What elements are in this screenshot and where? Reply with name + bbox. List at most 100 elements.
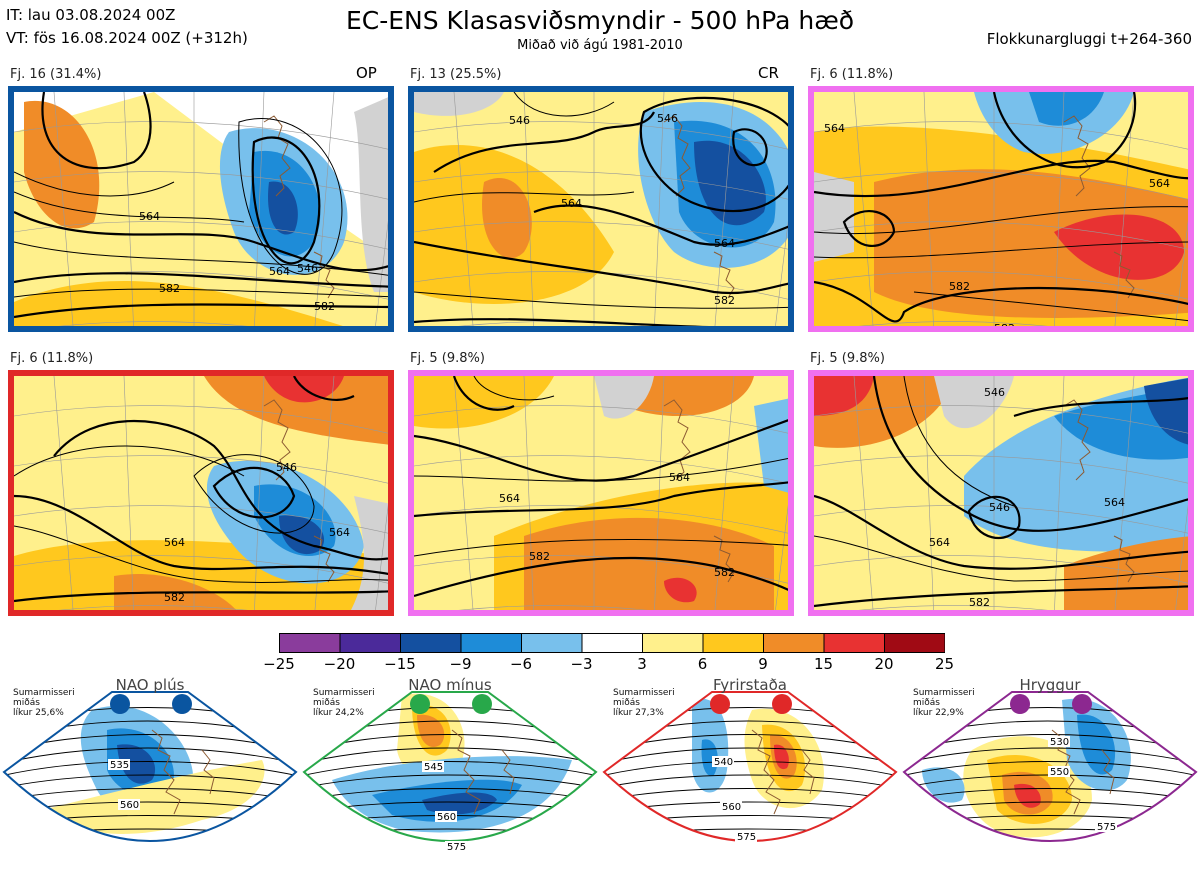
valid-time: VT: fös 16.08.2024 00Z (+312h) xyxy=(6,29,248,47)
colorbar-tick: 9 xyxy=(758,655,768,673)
regime-note-line: miðás xyxy=(313,698,340,708)
cluster-map-5: 564 564 582 582 xyxy=(408,370,794,616)
colorbar-swatch xyxy=(763,633,825,653)
cluster-map-3: 564 564 582 582 xyxy=(808,86,1194,332)
regime-title: NAO mínus xyxy=(408,676,492,694)
colorbar-swatch xyxy=(400,633,462,653)
initial-time: IT: lau 03.08.2024 00Z xyxy=(6,6,176,24)
cluster-5-label: Fj. 5 (9.8%) xyxy=(410,351,485,366)
cluster-map-6: 546 546 564 564 582 xyxy=(808,370,1194,616)
contour-label: 582 xyxy=(159,282,180,295)
regime-title: NAO plús xyxy=(115,676,185,694)
colorbar xyxy=(279,633,945,653)
regime-title: Fyrirstaða xyxy=(713,676,787,694)
regime-contour-label: 550 xyxy=(1050,767,1069,778)
regime-contour-label: 540 xyxy=(714,757,733,768)
colorbar-tick: 6 xyxy=(697,655,708,673)
contour-label: 564 xyxy=(329,526,350,539)
contour-label: 564 xyxy=(1149,177,1170,190)
contour-label: 564 xyxy=(561,197,582,210)
cluster-2-tag: CR xyxy=(758,64,779,82)
regime-note-line: Sumarmisseri xyxy=(913,688,975,698)
colorbar-swatch xyxy=(702,633,764,653)
colorbar-swatch xyxy=(521,633,583,653)
cluster-window: Flokkunargluggi t+264-360 xyxy=(986,30,1192,48)
regime-note-line: miðás xyxy=(613,698,640,708)
cluster-map-4: 546 564 564 582 xyxy=(8,370,394,616)
contour-label: 564 xyxy=(164,536,185,549)
contour-label: 564 xyxy=(139,210,160,223)
regime-note-line: líkur 25,6% xyxy=(13,708,64,718)
page-title: EC-ENS Klasasviðsmyndir - 500 hPa hæð xyxy=(345,6,855,35)
regime-marker-dot xyxy=(772,694,792,714)
regime-contour-label: 575 xyxy=(447,842,466,853)
regime-marker-dot xyxy=(172,694,192,714)
regime-contour-label: 560 xyxy=(722,802,741,813)
contour-label: 546 xyxy=(276,461,297,474)
colorbar-tick: −3 xyxy=(570,655,593,673)
colorbar-swatch xyxy=(884,633,945,653)
regime-map-2: 545 560 575 xyxy=(302,690,598,870)
colorbar-tick: −15 xyxy=(384,655,416,673)
regime-contour-label: 560 xyxy=(120,800,139,811)
colorbar-tick: −25 xyxy=(263,655,295,673)
contour-label: 564 xyxy=(714,237,735,250)
regime-note-line: líkur 24,2% xyxy=(313,708,364,718)
regime-contour-label: 530 xyxy=(1050,737,1069,748)
colorbar-tick: 20 xyxy=(874,655,894,673)
colorbar-swatch xyxy=(581,633,643,653)
contour-label: 582 xyxy=(529,550,550,563)
regime-note-line: Sumarmisseri xyxy=(13,688,75,698)
regime-title: Hryggur xyxy=(1019,676,1081,694)
cluster-6-label: Fj. 5 (9.8%) xyxy=(810,351,885,366)
colorbar-tick: −20 xyxy=(323,655,356,673)
contour-label: 546 xyxy=(984,386,1005,399)
regime-note-line: miðás xyxy=(913,698,940,708)
contour-label: 546 xyxy=(297,262,318,275)
contour-label: 582 xyxy=(314,300,335,313)
regime-map-4: 530 550 575 xyxy=(902,690,1198,870)
regime-marker-dot xyxy=(1010,694,1030,714)
regime-marker-dot xyxy=(1072,694,1092,714)
regime-contour-label: 575 xyxy=(737,832,756,843)
contour-label: 564 xyxy=(1104,496,1125,509)
colorbar-tick: −9 xyxy=(449,655,472,673)
colorbar-swatch xyxy=(339,633,401,653)
regime-note: Sumarmisseri miðás líkur 24,2% xyxy=(313,688,375,718)
contour-label: 582 xyxy=(714,294,735,307)
colorbar-tick: 3 xyxy=(637,655,647,673)
cluster-4-label: Fj. 6 (11.8%) xyxy=(10,351,94,366)
contour-label: 582 xyxy=(994,322,1015,332)
regime-map-1: 535 560 xyxy=(2,690,298,870)
regime-marker-dot xyxy=(472,694,492,714)
contour-label: 582 xyxy=(714,566,735,579)
page-subtitle: Miðað við ágú 1981-2010 xyxy=(517,38,683,53)
contour-label: 564 xyxy=(824,122,845,135)
regime-contour-label: 560 xyxy=(437,812,456,823)
colorbar-tick: 25 xyxy=(934,655,955,673)
contour-label: 546 xyxy=(509,114,530,127)
regime-contour-label: 575 xyxy=(1097,822,1116,833)
regime-note: Sumarmisseri miðás líkur 27,3% xyxy=(613,688,675,718)
regime-marker-dot xyxy=(110,694,130,714)
cluster-map-2: 546 546 564 564 582 582 xyxy=(408,86,794,332)
colorbar-swatch xyxy=(823,633,885,653)
colorbar-swatch xyxy=(460,633,522,653)
regime-note-line: líkur 27,3% xyxy=(613,708,664,718)
regime-marker-dot xyxy=(710,694,730,714)
colorbar-swatch xyxy=(279,633,341,653)
regime-note: Sumarmisseri miðás líkur 25,6% xyxy=(13,688,75,718)
cluster-1-label: Fj. 16 (31.4%) xyxy=(10,67,102,82)
contour-label: 582 xyxy=(164,591,185,604)
cluster-map-1: 564 546 564 582 582 xyxy=(8,86,394,332)
contour-label: 582 xyxy=(949,280,970,293)
regime-note: Sumarmisseri miðás líkur 22,9% xyxy=(913,688,975,718)
contour-label: 582 xyxy=(564,330,585,332)
regime-contour-label: 545 xyxy=(424,762,443,773)
contour-label: 546 xyxy=(657,112,678,125)
regime-marker-dot xyxy=(410,694,430,714)
regime-note-line: miðás xyxy=(13,698,40,708)
regime-contour-label: 535 xyxy=(110,760,129,771)
cluster-3-label: Fj. 6 (11.8%) xyxy=(810,67,894,82)
cluster-2-label: Fj. 13 (25.5%) xyxy=(410,67,502,82)
